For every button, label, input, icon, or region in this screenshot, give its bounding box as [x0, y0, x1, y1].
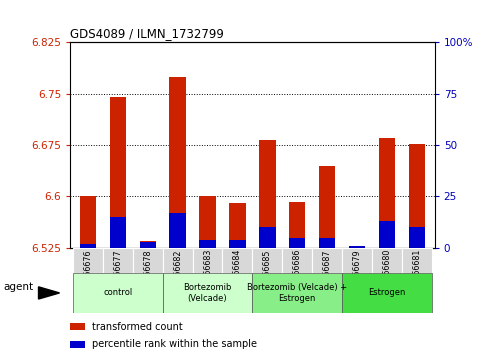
- Bar: [163, 273, 252, 313]
- Bar: [312, 248, 342, 273]
- Bar: [199, 196, 216, 248]
- Bar: [349, 246, 365, 248]
- Text: agent: agent: [3, 282, 34, 292]
- Text: GSM766682: GSM766682: [173, 249, 182, 298]
- Bar: [110, 97, 126, 248]
- Bar: [289, 202, 305, 248]
- Bar: [379, 138, 395, 248]
- Bar: [70, 341, 85, 348]
- Bar: [140, 242, 156, 248]
- Bar: [289, 238, 305, 248]
- Text: GSM766685: GSM766685: [263, 249, 272, 298]
- Bar: [253, 273, 342, 313]
- Text: transformed count: transformed count: [92, 322, 183, 332]
- Bar: [259, 140, 275, 248]
- Bar: [229, 203, 246, 248]
- Text: Bortezomib
(Velcade): Bortezomib (Velcade): [184, 283, 232, 303]
- Bar: [110, 217, 126, 248]
- Bar: [80, 244, 96, 248]
- Bar: [253, 248, 282, 273]
- Bar: [73, 248, 103, 273]
- Text: control: control: [103, 289, 132, 297]
- Text: GSM766686: GSM766686: [293, 249, 302, 297]
- Text: percentile rank within the sample: percentile rank within the sample: [92, 339, 257, 349]
- Bar: [163, 248, 193, 273]
- Bar: [379, 221, 395, 248]
- Text: GDS4089 / ILMN_1732799: GDS4089 / ILMN_1732799: [70, 27, 224, 40]
- Bar: [193, 248, 223, 273]
- Text: GSM766677: GSM766677: [114, 249, 122, 298]
- Bar: [342, 273, 432, 313]
- Polygon shape: [39, 287, 59, 299]
- Text: GSM766684: GSM766684: [233, 249, 242, 297]
- Bar: [409, 227, 425, 248]
- Bar: [223, 248, 253, 273]
- Bar: [170, 77, 186, 248]
- Bar: [372, 248, 402, 273]
- Text: GSM766678: GSM766678: [143, 249, 152, 298]
- Bar: [80, 196, 96, 248]
- Bar: [140, 241, 156, 248]
- Bar: [409, 144, 425, 248]
- Bar: [259, 227, 275, 248]
- Text: Bortezomib (Velcade) +
Estrogen: Bortezomib (Velcade) + Estrogen: [247, 283, 347, 303]
- Bar: [342, 248, 372, 273]
- Text: GSM766679: GSM766679: [353, 249, 361, 298]
- Bar: [349, 246, 365, 248]
- Bar: [133, 248, 163, 273]
- Bar: [199, 240, 216, 248]
- Text: Estrogen: Estrogen: [368, 289, 406, 297]
- Bar: [103, 248, 133, 273]
- Bar: [70, 323, 85, 330]
- Bar: [170, 213, 186, 248]
- Bar: [229, 240, 246, 248]
- Bar: [402, 248, 432, 273]
- Text: GSM766687: GSM766687: [323, 249, 332, 298]
- Text: GSM766683: GSM766683: [203, 249, 212, 297]
- Text: GSM766681: GSM766681: [412, 249, 421, 297]
- Text: GSM766680: GSM766680: [383, 249, 391, 297]
- Bar: [319, 166, 335, 248]
- Bar: [319, 238, 335, 248]
- Bar: [282, 248, 312, 273]
- Text: GSM766676: GSM766676: [84, 249, 92, 298]
- Bar: [73, 273, 163, 313]
